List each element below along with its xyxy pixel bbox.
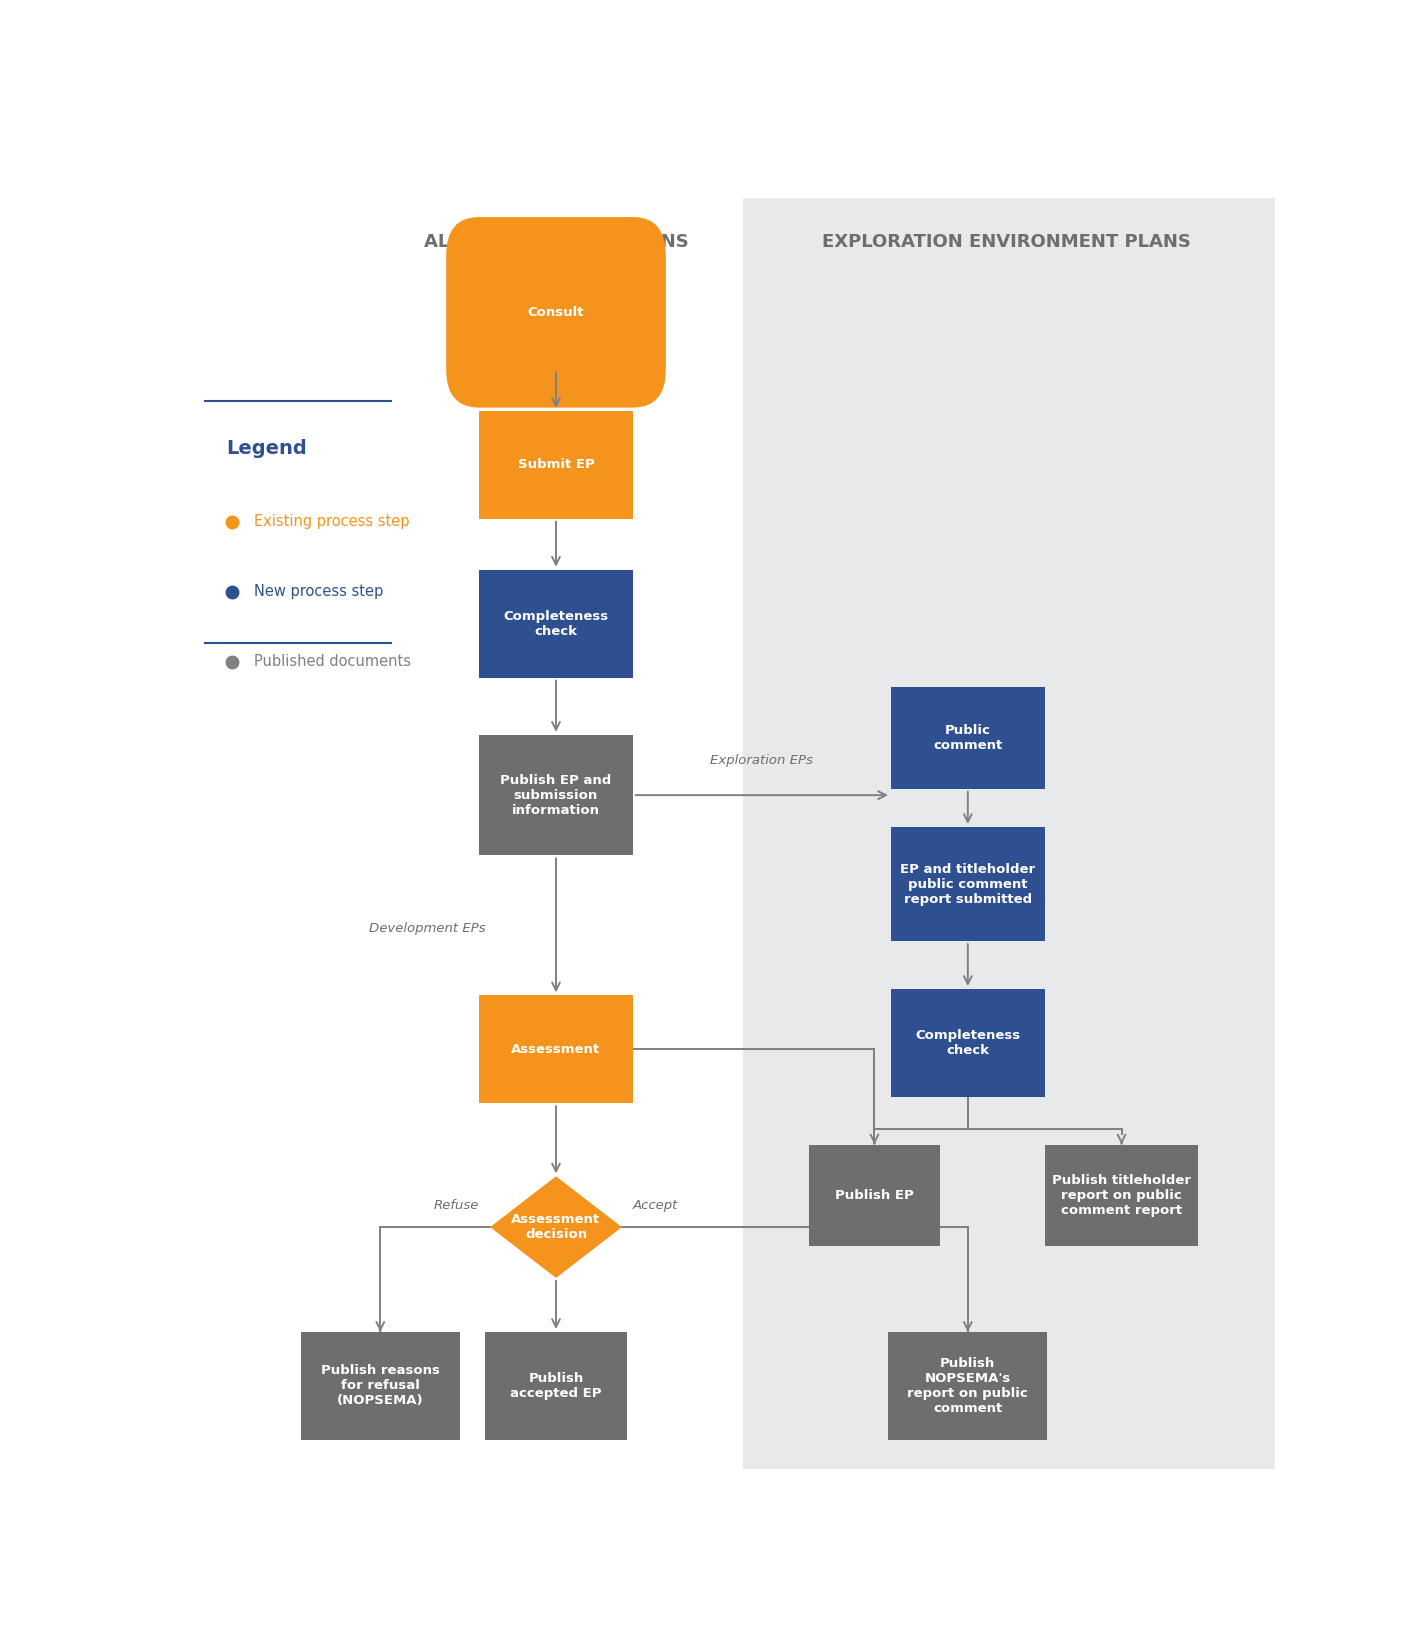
- Text: Completeness
check: Completeness check: [915, 1030, 1020, 1058]
- Text: Completeness
check: Completeness check: [503, 609, 608, 637]
- Text: Legend: Legend: [227, 439, 307, 459]
- Text: New process step: New process step: [254, 584, 383, 599]
- Text: Consult: Consult: [527, 305, 584, 318]
- Text: Publish EP and
submission
information: Publish EP and submission information: [500, 774, 612, 817]
- Text: Publish
NOPSEMA's
report on public
comment: Publish NOPSEMA's report on public comme…: [907, 1356, 1029, 1416]
- FancyBboxPatch shape: [300, 1332, 461, 1440]
- Polygon shape: [490, 1176, 622, 1279]
- FancyBboxPatch shape: [485, 1332, 628, 1440]
- FancyBboxPatch shape: [479, 995, 633, 1104]
- Text: Published documents: Published documents: [254, 655, 411, 670]
- FancyBboxPatch shape: [446, 218, 666, 408]
- Text: Existing process step: Existing process step: [254, 515, 410, 530]
- FancyBboxPatch shape: [891, 686, 1044, 789]
- Text: ALL ENVIRONMENT PLANS: ALL ENVIRONMENT PLANS: [424, 233, 689, 251]
- Text: Publish reasons
for refusal
(NOPSEMA): Publish reasons for refusal (NOPSEMA): [320, 1365, 439, 1407]
- FancyBboxPatch shape: [1044, 1145, 1199, 1246]
- FancyBboxPatch shape: [743, 198, 1275, 1468]
- FancyBboxPatch shape: [479, 569, 633, 678]
- Text: Exploration EPs: Exploration EPs: [710, 754, 813, 767]
- FancyBboxPatch shape: [891, 988, 1044, 1097]
- Text: Assessment
decision: Assessment decision: [512, 1213, 601, 1241]
- Text: Development EPs: Development EPs: [370, 922, 486, 936]
- FancyBboxPatch shape: [479, 734, 633, 855]
- Text: Accept: Accept: [633, 1200, 679, 1211]
- FancyBboxPatch shape: [888, 1332, 1047, 1440]
- Text: Assessment: Assessment: [512, 1043, 601, 1056]
- Text: Refuse: Refuse: [434, 1200, 479, 1211]
- Text: Submit EP: Submit EP: [517, 459, 594, 472]
- Text: Publish
accepted EP: Publish accepted EP: [510, 1371, 602, 1399]
- Text: EXPLORATION ENVIRONMENT PLANS: EXPLORATION ENVIRONMENT PLANS: [822, 233, 1190, 251]
- Text: Public
comment: Public comment: [934, 724, 1002, 752]
- FancyBboxPatch shape: [891, 827, 1044, 940]
- FancyBboxPatch shape: [809, 1145, 941, 1246]
- Text: EP and titleholder
public comment
report submitted: EP and titleholder public comment report…: [900, 863, 1036, 906]
- Text: Publish EP: Publish EP: [835, 1190, 914, 1201]
- Text: Publish titleholder
report on public
comment report: Publish titleholder report on public com…: [1051, 1173, 1192, 1216]
- FancyBboxPatch shape: [479, 411, 633, 518]
